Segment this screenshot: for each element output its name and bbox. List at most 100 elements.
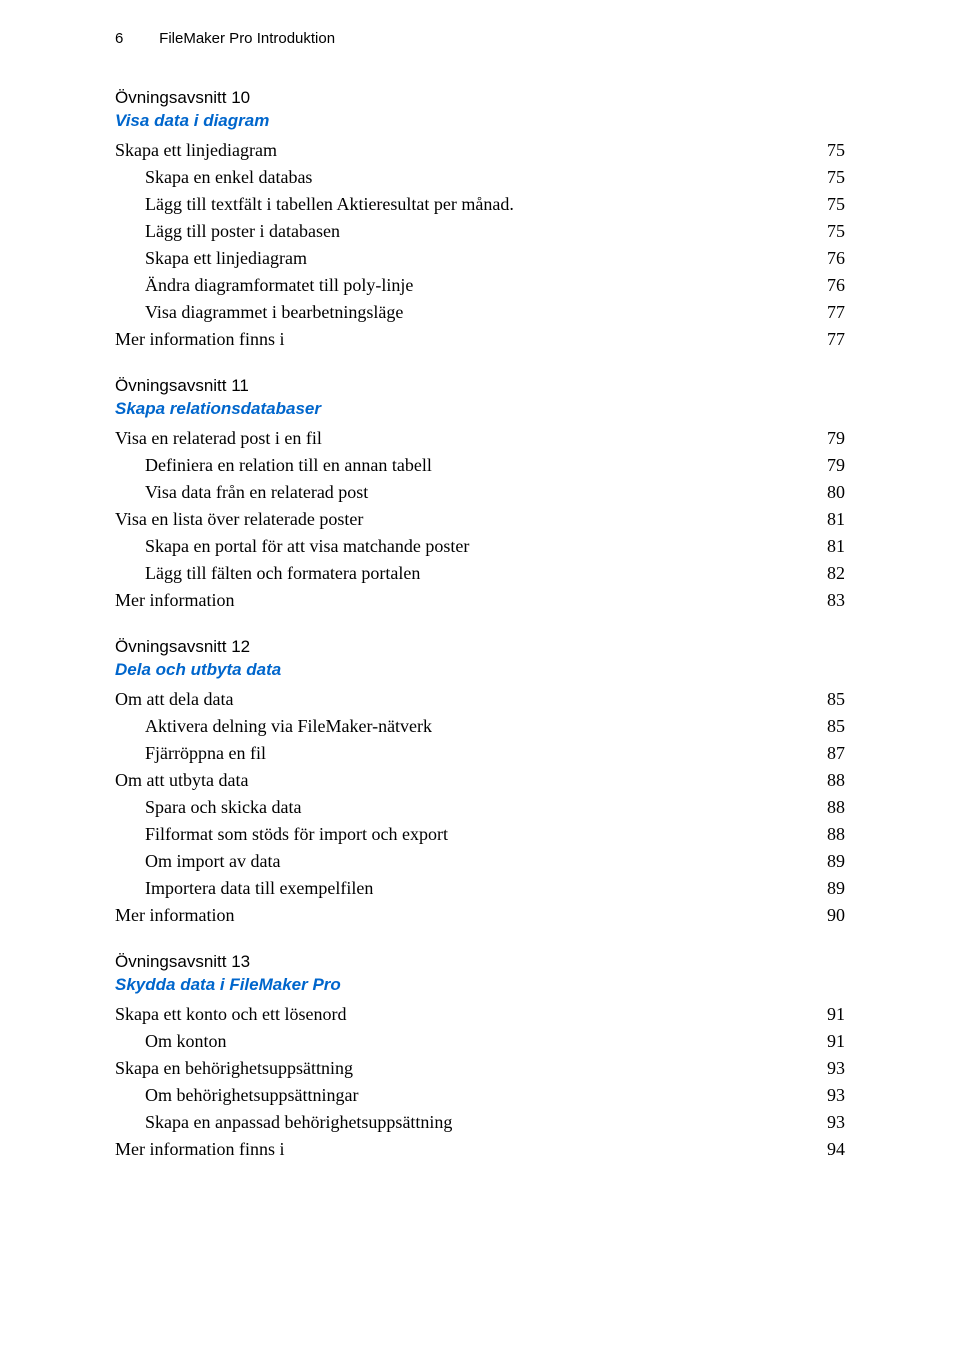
toc-entry-page: 79 xyxy=(807,452,845,479)
page-container: 6 FileMaker Pro Introduktion Övningsavsn… xyxy=(0,0,960,1350)
toc-entry-label: Aktivera delning via FileMaker-nätverk xyxy=(115,713,807,740)
toc-entry[interactable]: Lägg till fälten och formatera portalen8… xyxy=(115,560,845,587)
toc-entry-page: 94 xyxy=(807,1136,845,1163)
toc-entry-label: Om import av data xyxy=(115,848,807,875)
toc-entry[interactable]: Ändra diagramformatet till poly-linje76 xyxy=(115,272,845,299)
toc-section: Övningsavsnitt 13Skydda data i FileMaker… xyxy=(115,951,845,1163)
table-of-contents: Övningsavsnitt 10Visa data i diagram Skap… xyxy=(115,87,845,1163)
toc-entry-label: Definiera en relation till en annan tabe… xyxy=(115,452,807,479)
toc-entry-label: Skapa ett linjediagram xyxy=(115,137,807,164)
toc-entry-label: Om konton xyxy=(115,1028,807,1055)
toc-entry[interactable]: Om behörighetsuppsättningar93 xyxy=(115,1082,845,1109)
toc-entry-page: 88 xyxy=(807,821,845,848)
toc-entry-page: 81 xyxy=(807,533,845,560)
toc-entry-page: 93 xyxy=(807,1082,845,1109)
toc-entry-label: Lägg till fälten och formatera portalen xyxy=(115,560,807,587)
toc-entry-label: Spara och skicka data xyxy=(115,794,807,821)
section-title: Övningsavsnitt 10 xyxy=(115,87,845,110)
toc-entry-label: Lägg till textfält i tabellen Aktieresul… xyxy=(115,191,807,218)
toc-entry-page: 81 xyxy=(807,506,845,533)
toc-entry-page: 90 xyxy=(807,902,845,929)
toc-entry[interactable]: Visa en relaterad post i en fil79 xyxy=(115,425,845,452)
toc-section: Övningsavsnitt 12Dela och utbyta data Om … xyxy=(115,636,845,929)
toc-entry-page: 80 xyxy=(807,479,845,506)
toc-entry-label: Skapa ett konto och ett lösenord xyxy=(115,1001,807,1028)
toc-entry[interactable]: Skapa en anpassad behörighetsuppsättning… xyxy=(115,1109,845,1136)
toc-entry[interactable]: Visa en lista över relaterade poster81 xyxy=(115,506,845,533)
toc-entry-page: 93 xyxy=(807,1109,845,1136)
toc-entry[interactable]: Om att dela data85 xyxy=(115,686,845,713)
toc-entry-label: Mer information xyxy=(115,587,807,614)
toc-entry[interactable]: Filformat som stöds för import och expor… xyxy=(115,821,845,848)
toc-entry[interactable]: Mer information83 xyxy=(115,587,845,614)
toc-entry-label: Skapa en portal för att visa matchande p… xyxy=(115,533,807,560)
toc-entry-page: 75 xyxy=(807,164,845,191)
toc-entry-page: 76 xyxy=(807,245,845,272)
toc-entry[interactable]: Skapa ett linjediagram76 xyxy=(115,245,845,272)
toc-entry[interactable]: Om konton91 xyxy=(115,1028,845,1055)
section-title: Övningsavsnitt 13 xyxy=(115,951,845,974)
toc-entry-label: Mer information xyxy=(115,902,807,929)
toc-entry-page: 87 xyxy=(807,740,845,767)
section-link[interactable]: Skapa relationsdatabaser xyxy=(115,398,845,421)
toc-entry[interactable]: Lägg till textfält i tabellen Aktieresul… xyxy=(115,191,845,218)
toc-entry-label: Visa en lista över relaterade poster xyxy=(115,506,807,533)
toc-entry[interactable]: Lägg till poster i databasen75 xyxy=(115,218,845,245)
section-link[interactable]: Visa data i diagram xyxy=(115,110,845,133)
toc-entry[interactable]: Visa data från en relaterad post80 xyxy=(115,479,845,506)
section-link[interactable]: Dela och utbyta data xyxy=(115,659,845,682)
toc-entry[interactable]: Visa diagrammet i bearbetningsläge77 xyxy=(115,299,845,326)
toc-entry[interactable]: Skapa ett konto och ett lösenord91 xyxy=(115,1001,845,1028)
toc-entry-label: Lägg till poster i databasen xyxy=(115,218,807,245)
section-title: Övningsavsnitt 12 xyxy=(115,636,845,659)
toc-entry[interactable]: Fjärröppna en fil87 xyxy=(115,740,845,767)
toc-entry-label: Importera data till exempelfilen xyxy=(115,875,807,902)
toc-entry-label: Visa en relaterad post i en fil xyxy=(115,425,807,452)
toc-entry[interactable]: Skapa en portal för att visa matchande p… xyxy=(115,533,845,560)
toc-entry[interactable]: Skapa en enkel databas75 xyxy=(115,164,845,191)
toc-entry-label: Skapa ett linjediagram xyxy=(115,245,807,272)
toc-entry[interactable]: Om att utbyta data88 xyxy=(115,767,845,794)
toc-entry-page: 77 xyxy=(807,326,845,353)
toc-entry-page: 93 xyxy=(807,1055,845,1082)
toc-entry-label: Fjärröppna en fil xyxy=(115,740,807,767)
toc-entry-page: 89 xyxy=(807,875,845,902)
toc-entry-page: 75 xyxy=(807,191,845,218)
toc-entry-page: 88 xyxy=(807,767,845,794)
toc-entry[interactable]: Mer information90 xyxy=(115,902,845,929)
toc-entry-label: Skapa en enkel databas xyxy=(115,164,807,191)
toc-entry[interactable]: Mer information finns i94 xyxy=(115,1136,845,1163)
section-title: Övningsavsnitt 11 xyxy=(115,375,845,398)
toc-entry-page: 75 xyxy=(807,137,845,164)
toc-entry-page: 85 xyxy=(807,686,845,713)
toc-entry[interactable]: Skapa en behörighetsuppsättning93 xyxy=(115,1055,845,1082)
toc-entry-page: 89 xyxy=(807,848,845,875)
toc-entry-label: Skapa en behörighetsuppsättning xyxy=(115,1055,807,1082)
toc-entry-label: Om behörighetsuppsättningar xyxy=(115,1082,807,1109)
toc-entry[interactable]: Mer information finns i77 xyxy=(115,326,845,353)
toc-entry[interactable]: Om import av data89 xyxy=(115,848,845,875)
toc-entry-page: 77 xyxy=(807,299,845,326)
toc-entry-label: Mer information finns i xyxy=(115,326,807,353)
toc-entry-page: 82 xyxy=(807,560,845,587)
toc-entry-label: Mer information finns i xyxy=(115,1136,807,1163)
toc-entry[interactable]: Importera data till exempelfilen89 xyxy=(115,875,845,902)
toc-entry-page: 91 xyxy=(807,1028,845,1055)
toc-entry[interactable]: Definiera en relation till en annan tabe… xyxy=(115,452,845,479)
toc-entry-label: Om att dela data xyxy=(115,686,807,713)
toc-entry-page: 91 xyxy=(807,1001,845,1028)
toc-entry-label: Visa diagrammet i bearbetningsläge xyxy=(115,299,807,326)
toc-entry-page: 83 xyxy=(807,587,845,614)
toc-entry-page: 88 xyxy=(807,794,845,821)
toc-section: Övningsavsnitt 10Visa data i diagram Skap… xyxy=(115,87,845,353)
toc-entry-page: 85 xyxy=(807,713,845,740)
toc-entry-label: Filformat som stöds för import och expor… xyxy=(115,821,807,848)
toc-entry[interactable]: Skapa ett linjediagram75 xyxy=(115,137,845,164)
toc-entry-page: 76 xyxy=(807,272,845,299)
toc-entry-page: 75 xyxy=(807,218,845,245)
toc-entry[interactable]: Spara och skicka data88 xyxy=(115,794,845,821)
section-link[interactable]: Skydda data i FileMaker Pro xyxy=(115,974,845,997)
toc-entry-label: Om att utbyta data xyxy=(115,767,807,794)
toc-entry[interactable]: Aktivera delning via FileMaker-nätverk85 xyxy=(115,713,845,740)
toc-entry-label: Visa data från en relaterad post xyxy=(115,479,807,506)
